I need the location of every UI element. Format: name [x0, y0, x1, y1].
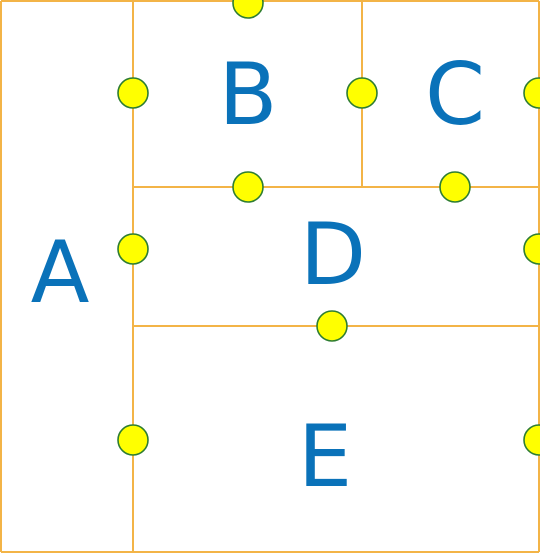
adjacency-dot-a-b — [117, 77, 149, 109]
adjacency-dot-e-right — [523, 424, 540, 456]
adjacency-dot-b-c — [346, 77, 378, 109]
region-label-a: A — [31, 223, 90, 323]
region-label-b: B — [219, 45, 278, 145]
region-label-e: E — [298, 407, 352, 507]
adjacency-dot-d-e — [316, 310, 348, 342]
adjacency-dot-a-d — [117, 233, 149, 265]
adjacency-dots — [117, 0, 540, 456]
region-label-c: C — [425, 45, 485, 145]
adjacency-dot-b-d — [232, 171, 264, 203]
region-labels: A B C D E — [31, 45, 485, 507]
adjacency-dot-c-right — [523, 77, 540, 109]
region-label-d: D — [300, 205, 366, 305]
adjacency-dot-c-d — [439, 171, 471, 203]
adjacency-dot-a-e — [117, 424, 149, 456]
adjacency-dot-b-top — [232, 0, 264, 19]
adjacency-dot-d-right — [523, 233, 540, 265]
